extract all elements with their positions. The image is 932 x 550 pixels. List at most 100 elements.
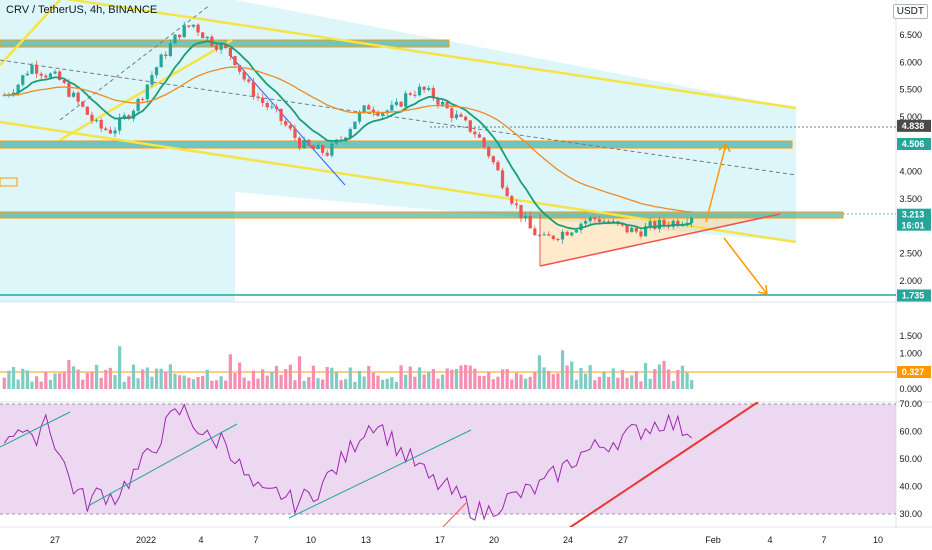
currency-badge[interactable]: USDT	[892, 4, 928, 19]
candle-body	[76, 92, 80, 102]
candle-body	[620, 223, 625, 226]
time-tick: 13	[361, 535, 371, 545]
volume-bar	[311, 365, 316, 389]
volume-bar	[459, 365, 463, 389]
price-tick: 6.000	[899, 57, 922, 67]
candle-body	[265, 102, 269, 108]
small-marker-box	[0, 177, 18, 187]
candle-body	[362, 105, 366, 112]
volume-bar	[256, 378, 260, 389]
candle-body	[482, 137, 486, 147]
candle-body	[150, 75, 154, 85]
candle-body	[297, 137, 302, 149]
volume-bar	[118, 346, 122, 389]
candle-body	[34, 64, 39, 74]
volume-bar	[371, 372, 375, 389]
candle-body	[21, 75, 25, 85]
time-tick: 10	[873, 535, 883, 545]
volume-bar	[519, 374, 523, 389]
volume-bar	[81, 379, 85, 389]
volume-bar	[399, 365, 403, 389]
candle-body	[191, 24, 196, 27]
candle-body	[427, 88, 431, 90]
volume-tick: 0.000	[899, 384, 922, 394]
volume-bar	[30, 381, 34, 389]
volume-bar	[643, 363, 648, 389]
candle-body	[164, 54, 168, 56]
candle-body	[537, 235, 542, 237]
volume-bar	[514, 373, 519, 389]
volume-bar	[261, 369, 265, 389]
chart-title: CRV / TetherUS, 4h, BINANCE	[6, 4, 158, 16]
candle-body	[371, 109, 375, 113]
candle-body	[542, 234, 546, 236]
volume-bar	[113, 375, 117, 389]
volume-bar	[99, 377, 103, 389]
candle-body	[685, 222, 689, 224]
volume-bar	[579, 367, 583, 389]
price-panel[interactable]	[0, 0, 896, 302]
candle-body	[307, 139, 311, 146]
volume-bar	[247, 380, 251, 389]
candle-body	[30, 64, 34, 74]
price-axis[interactable]	[896, 0, 932, 550]
volume-bar	[482, 375, 486, 389]
volume-bar	[537, 355, 542, 389]
candle-body	[551, 235, 555, 240]
rsi-axis-ticks: 70.00 60.00 50.00 40.00 30.00	[899, 399, 922, 519]
candle-body	[108, 129, 113, 134]
candle-body	[168, 43, 173, 56]
volume-bar	[71, 366, 76, 389]
candle-body	[242, 71, 246, 80]
candle-body	[85, 106, 89, 115]
volume-bar	[436, 378, 440, 389]
volume-bar	[177, 375, 182, 389]
rsi-band	[0, 404, 896, 514]
volume-bar	[224, 380, 228, 389]
volume-bar	[228, 354, 232, 389]
candle-body	[293, 128, 297, 138]
candle-body	[67, 82, 71, 97]
volume-bar	[11, 367, 16, 389]
volume-bar	[7, 370, 11, 389]
volume-panel[interactable]	[0, 346, 896, 389]
candle-body	[81, 101, 85, 107]
candle-body	[394, 101, 399, 105]
rsi-tick: 60.00	[899, 427, 922, 437]
volume-bar	[321, 379, 325, 389]
candle-body	[496, 162, 500, 171]
volume-bar	[560, 350, 565, 389]
candle-body	[357, 111, 362, 122]
rsi-trend-red-small	[442, 502, 467, 527]
time-axis[interactable]: 27 2022 4 7 10 13 17 20 24 27 Feb 4 7 10	[50, 535, 883, 545]
candle-body	[408, 93, 412, 95]
volume-bar	[634, 370, 638, 389]
zone-3213	[0, 211, 844, 219]
time-tick: 2022	[136, 535, 156, 545]
candle-body	[58, 71, 62, 80]
volume-bar	[551, 374, 555, 389]
candle-body	[48, 73, 53, 78]
time-tick: 20	[489, 535, 499, 545]
volume-bar	[404, 374, 408, 389]
time-tick: 7	[821, 535, 826, 545]
price-label: 3.213	[902, 210, 925, 220]
volume-bar	[104, 370, 108, 389]
volume-bar	[288, 364, 292, 389]
volume-bar	[602, 372, 606, 389]
rsi-panel[interactable]	[0, 402, 896, 530]
projection-up-arrow-head	[718, 142, 731, 153]
volume-bar	[122, 381, 126, 389]
volume-bar	[16, 379, 20, 389]
volume-bar	[653, 369, 657, 389]
time-tick: Feb	[705, 535, 721, 545]
volume-bar	[533, 372, 537, 389]
volume-bar	[657, 364, 662, 389]
volume-bar	[607, 376, 611, 389]
candle-body	[533, 228, 537, 236]
candle-body	[648, 221, 652, 227]
rsi-trend-1	[0, 411, 71, 448]
candle-body	[464, 116, 468, 121]
candle-body	[187, 25, 191, 27]
